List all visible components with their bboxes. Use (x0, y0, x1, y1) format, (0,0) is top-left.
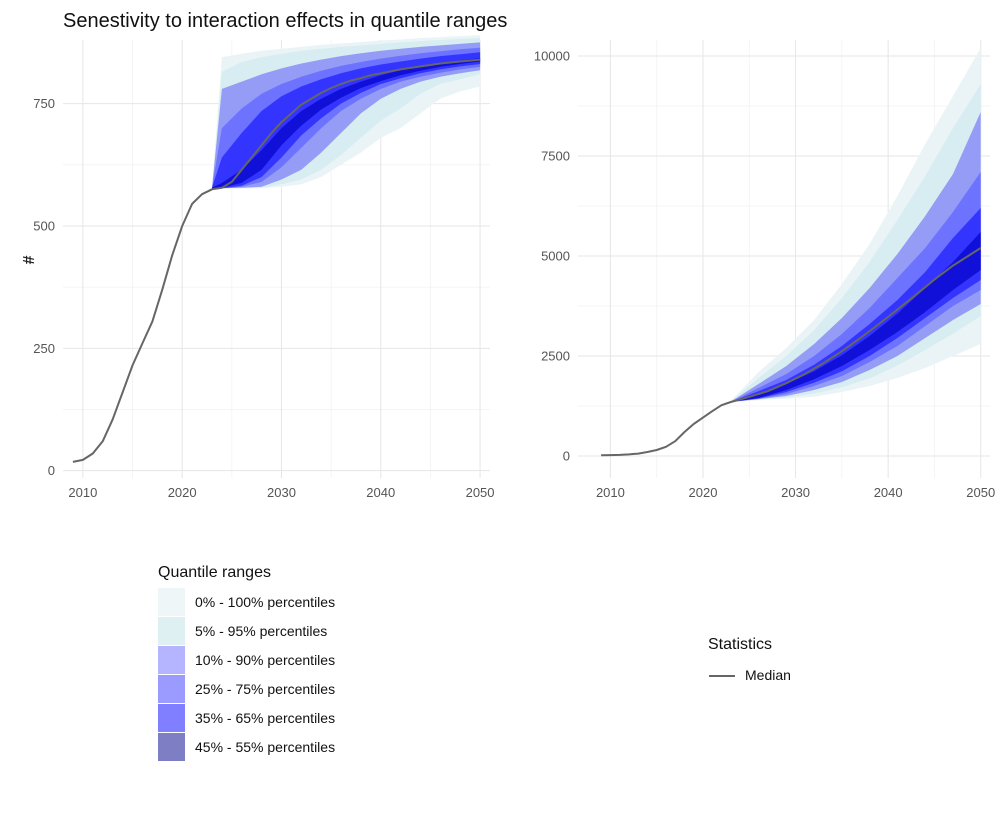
legend-swatch (158, 588, 185, 616)
x-tick-label: 2050 (466, 485, 495, 500)
y-tick-label: 7500 (541, 149, 570, 164)
quantile-legend: Quantile ranges 0% - 100% percentiles 5% … (158, 564, 335, 761)
right-panel: 2010 2020 2030 2040 2050 0 2500 5000 7500 10000 (534, 40, 995, 500)
chart-title: Senestivity to interaction effects in qu… (63, 10, 507, 32)
quantile-legend-title: Quantile ranges (158, 564, 271, 581)
legend-label: 35% - 65% percentiles (195, 710, 335, 726)
legend-label: 45% - 55% percentiles (195, 739, 335, 755)
quantile-band-4 (212, 52, 481, 190)
x-tick-label: 2010 (596, 485, 625, 500)
x-tick-label: 2050 (966, 485, 995, 500)
legend-label: 25% - 75% percentiles (195, 681, 335, 697)
y-tick-label: 0 (48, 463, 55, 478)
y-axis-label: # (19, 256, 36, 265)
legend-swatch (158, 617, 185, 645)
y-tick-label: 0 (563, 449, 570, 464)
legend-label: 10% - 90% percentiles (195, 652, 335, 668)
legend-swatch (158, 704, 185, 732)
x-tick-label: 2020 (168, 485, 197, 500)
y-tick-label: 10000 (534, 49, 570, 64)
x-tick-label: 2040 (874, 485, 903, 500)
y-tick-label: 750 (33, 96, 55, 111)
legend-swatch (158, 646, 185, 674)
x-tick-label: 2030 (267, 485, 296, 500)
x-tick-label: 2030 (781, 485, 810, 500)
legend-label: 5% - 95% percentiles (195, 623, 327, 639)
quantile-band-5 (212, 58, 481, 190)
y-tick-label: 5000 (541, 249, 570, 264)
y-tick-label: 2500 (541, 349, 570, 364)
x-tick-label: 2020 (689, 485, 718, 500)
y-tick-label: 500 (33, 218, 55, 233)
statistics-legend-title: Statistics (708, 636, 772, 653)
x-tick-label: 2010 (68, 485, 97, 500)
legend-label: 0% - 100% percentiles (195, 594, 335, 610)
x-tick-label: 2040 (366, 485, 395, 500)
median-legend-label: Median (745, 667, 791, 683)
statistics-legend: Statistics Median (708, 636, 791, 683)
legend-swatch (158, 733, 185, 761)
left-panel: 2010 2020 2030 2040 2050 0 250 500 750 (33, 35, 495, 500)
legend-swatch (158, 675, 185, 703)
median-line (601, 247, 982, 457)
median-line (72, 58, 481, 463)
y-tick-label: 250 (33, 341, 55, 356)
